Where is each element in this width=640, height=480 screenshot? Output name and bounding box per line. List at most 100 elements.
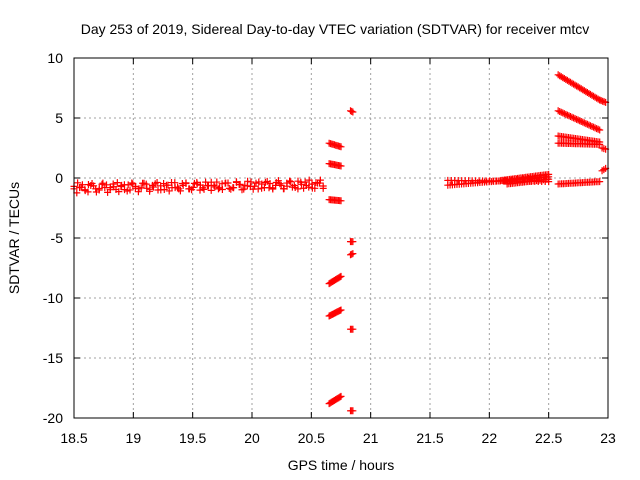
data-point xyxy=(135,185,143,193)
data-point xyxy=(121,186,129,194)
data-point xyxy=(81,186,89,194)
data-point xyxy=(149,183,157,191)
data-point xyxy=(563,111,571,119)
data-point xyxy=(349,325,357,333)
x-tick-label: 19.5 xyxy=(179,430,206,446)
data-point xyxy=(243,182,251,190)
data-point xyxy=(266,179,274,187)
data-point xyxy=(261,178,269,186)
data-point xyxy=(565,112,573,120)
data-point xyxy=(211,183,219,191)
y-tick-label: -10 xyxy=(43,290,63,306)
data-point xyxy=(337,143,345,151)
data-point xyxy=(117,183,125,191)
data-point xyxy=(200,185,208,193)
data-point xyxy=(106,186,114,194)
series-arc-2 xyxy=(346,107,357,415)
data-point xyxy=(222,179,230,187)
data-point xyxy=(599,97,607,105)
data-point xyxy=(186,185,194,193)
data-point xyxy=(115,188,123,196)
data-point xyxy=(196,181,204,189)
data-point xyxy=(349,108,357,116)
data-point xyxy=(557,108,565,116)
data-point xyxy=(579,118,587,126)
x-axis-ticks: 18.5 19 19.5 20 20.5 21 21.5 22 22.5 23 xyxy=(60,58,616,446)
y-tick-label: -5 xyxy=(51,230,64,246)
data-point xyxy=(554,107,562,115)
data-point xyxy=(214,185,222,193)
data-point xyxy=(576,117,584,125)
x-tick-label: 21 xyxy=(363,430,379,446)
data-point xyxy=(77,183,85,191)
data-point xyxy=(113,179,121,187)
data-point xyxy=(600,166,608,174)
y-tick-label: -15 xyxy=(43,350,63,366)
data-point xyxy=(240,185,248,193)
data-point xyxy=(337,306,345,314)
series-arc-1 xyxy=(325,139,345,408)
data-point xyxy=(594,125,602,133)
data-point xyxy=(168,179,176,187)
data-point xyxy=(124,181,132,189)
data-point xyxy=(258,180,266,188)
data-point xyxy=(560,110,568,118)
data-point xyxy=(577,117,585,125)
data-point xyxy=(103,181,111,189)
series-band-b xyxy=(444,170,553,189)
x-tick-label: 19 xyxy=(126,430,142,446)
data-point xyxy=(319,184,327,192)
x-tick-label: 20.5 xyxy=(298,430,325,446)
data-point xyxy=(337,392,345,400)
data-point xyxy=(586,122,594,130)
data-point xyxy=(99,179,107,187)
data-point xyxy=(134,188,142,196)
data-point xyxy=(218,180,226,188)
data-point xyxy=(175,185,183,193)
data-point xyxy=(593,125,601,133)
data-point xyxy=(272,178,280,186)
data-point xyxy=(556,108,564,116)
data-point xyxy=(193,178,201,186)
y-tick-label: -20 xyxy=(43,410,63,426)
data-point xyxy=(308,184,316,192)
data-point xyxy=(279,185,287,193)
data-point xyxy=(207,186,215,194)
data-point xyxy=(594,95,602,103)
y-axis-label: SDTVAR / TECUs xyxy=(6,182,22,294)
data-point xyxy=(283,182,291,190)
data-point xyxy=(160,186,168,194)
data-point xyxy=(164,181,172,189)
data-point xyxy=(568,113,576,121)
data-point xyxy=(171,184,179,192)
x-tick-label: 18.5 xyxy=(60,430,87,446)
data-point xyxy=(583,120,591,128)
data-point xyxy=(251,182,259,190)
data-point xyxy=(590,123,598,131)
data-point xyxy=(84,181,92,189)
data-point xyxy=(254,185,262,193)
data-point xyxy=(305,176,313,184)
series-band-a xyxy=(70,176,327,197)
data-point xyxy=(269,184,277,192)
data-point xyxy=(596,140,604,148)
data-point xyxy=(229,184,237,192)
data-point xyxy=(95,185,103,193)
data-point xyxy=(585,121,593,129)
data-point xyxy=(247,178,255,186)
data-point xyxy=(236,180,244,188)
x-tick-label: 22 xyxy=(482,430,498,446)
x-tick-label: 20 xyxy=(244,430,260,446)
data-point xyxy=(110,183,118,191)
data-point xyxy=(337,162,345,170)
data-point xyxy=(305,183,313,191)
data-point xyxy=(571,115,579,123)
data-point xyxy=(337,272,345,280)
data-point xyxy=(573,115,581,123)
data-point xyxy=(139,179,147,187)
data-point xyxy=(566,112,574,120)
data-point xyxy=(582,120,590,128)
data-point xyxy=(88,179,96,187)
data-point xyxy=(545,175,553,183)
data-point xyxy=(182,180,190,188)
